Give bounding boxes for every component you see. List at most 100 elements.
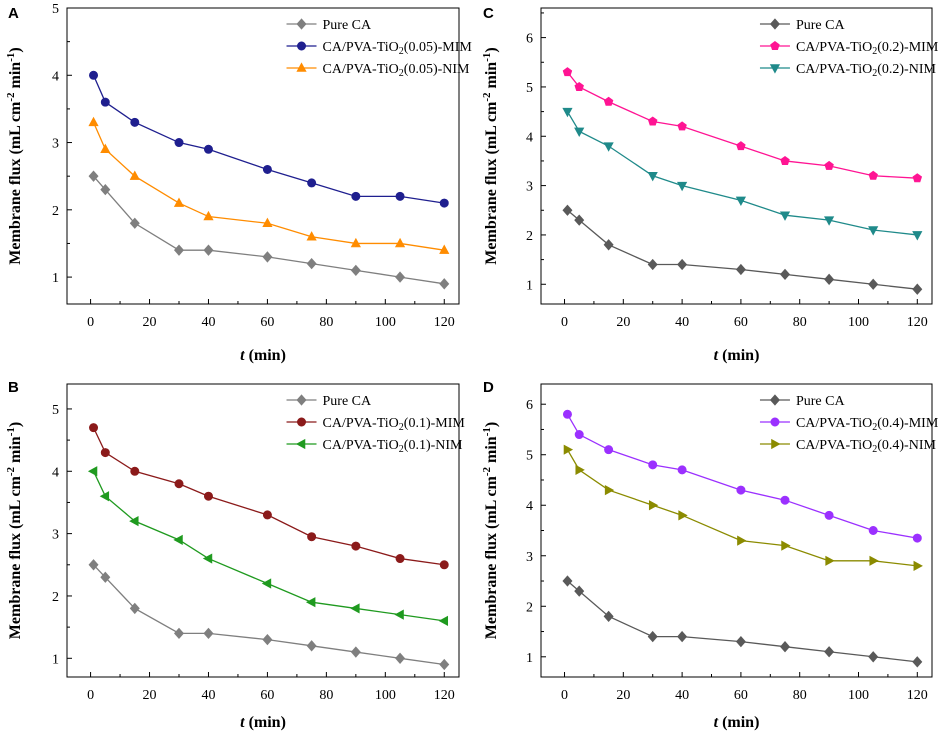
- legend-label-a: Pure CA: [323, 18, 373, 33]
- legend-label-a: CA/PVA-TiO2(0.05)-MIM: [323, 40, 473, 57]
- y-axis-title-end: ): [7, 422, 24, 427]
- data-point-b-1: [100, 448, 110, 458]
- data-point-a-2: [394, 237, 406, 248]
- x-axis-title-b: t (min): [240, 714, 286, 731]
- series-b-1: [89, 423, 449, 570]
- data-point-c-2: [868, 226, 879, 236]
- y-axis-title-sup: -1: [481, 53, 493, 62]
- data-point-b-0: [306, 640, 317, 652]
- x-tick-label-d: 20: [616, 688, 630, 703]
- panel-letter-c: C: [483, 5, 494, 22]
- data-point-d-0: [780, 641, 791, 653]
- legend-label-b: CA/PVA-TiO2(0.1)-NIM: [323, 438, 464, 455]
- y-tick-label-c: 4: [526, 130, 533, 145]
- x-tick-label-a: 80: [319, 315, 333, 330]
- legend-label-sub: 2: [872, 422, 877, 433]
- series-line-a-0: [93, 175, 445, 285]
- data-point-d-2: [913, 560, 923, 571]
- data-point-a-0: [395, 271, 406, 283]
- data-point-d-0: [824, 646, 835, 658]
- data-point-b-0: [88, 559, 99, 571]
- y-axis-title-b: Membrane flux (mL cm-2 min-1): [5, 422, 24, 639]
- data-point-c-1: [736, 141, 746, 151]
- panel-letter-b: B: [8, 379, 19, 396]
- legend-b: Pure CACA/PVA-TiO2(0.1)-MIMCA/PVA-TiO2(0…: [286, 394, 466, 455]
- data-point-a-1: [100, 97, 110, 107]
- series-line-d-1: [566, 413, 918, 539]
- plot-frame-b: [66, 383, 460, 678]
- x-axis-title-var: t: [714, 347, 719, 364]
- data-point-b-2: [394, 609, 404, 620]
- y-tick-label-d: 6: [526, 398, 533, 413]
- data-point-b-1: [395, 554, 405, 564]
- y-tick-label-b: 5: [52, 403, 59, 418]
- data-point-a-0: [203, 244, 214, 256]
- y-tick-label-d: 4: [526, 499, 533, 514]
- legend-label-end: (0.1)-NIM: [404, 438, 463, 453]
- data-point-c-0: [735, 263, 746, 276]
- legend-label-main: CA/PVA-TiO: [796, 62, 872, 77]
- data-point-a-2: [203, 210, 214, 221]
- data-point-a-2: [129, 170, 140, 180]
- data-point-a-0: [100, 183, 111, 196]
- legend-label-d: Pure CA: [796, 394, 846, 409]
- legend-label-main: Pure CA: [323, 18, 373, 33]
- y-axis-title-mid: min: [483, 62, 500, 93]
- data-point-d-1: [868, 525, 878, 535]
- data-point-c-2: [912, 231, 923, 241]
- data-point-a-0: [306, 257, 317, 270]
- series-c-1: [562, 67, 923, 183]
- x-tick-label-a: 100: [375, 315, 396, 330]
- data-point-a-2: [173, 197, 185, 207]
- data-point-b-1: [203, 491, 213, 501]
- data-point-a-0: [129, 217, 140, 229]
- legend-label-b: CA/PVA-TiO2(0.1)-MIM: [323, 416, 466, 433]
- x-axis-title-unit: (min): [245, 347, 286, 364]
- data-point-a-0: [439, 278, 450, 290]
- y-tick-label-c: 1: [526, 278, 533, 293]
- y-axis-title-main: Membrane flux (mL cm: [483, 475, 500, 639]
- data-point-b-0: [262, 633, 273, 646]
- x-tick-label-c: 20: [616, 315, 630, 330]
- y-axis-title-sup: -1: [5, 53, 17, 62]
- data-point-a-0: [88, 170, 99, 182]
- legend-marker-a: [296, 62, 307, 72]
- data-point-c-0: [677, 258, 688, 271]
- y-axis-title-main: Membrane flux (mL cm: [483, 101, 500, 265]
- data-point-c-2: [647, 171, 658, 182]
- y-tick-label-c: 6: [526, 32, 533, 47]
- legend-marker-a: [297, 41, 307, 51]
- legend-label-sub: 2: [399, 444, 404, 455]
- data-point-d-2: [678, 510, 688, 521]
- data-point-b-0: [395, 652, 406, 664]
- data-point-d-2: [604, 484, 615, 496]
- y-axis-title-mid: min: [7, 62, 24, 93]
- data-point-d-2: [563, 444, 574, 455]
- data-point-b-2: [99, 491, 110, 502]
- data-point-b-2: [261, 578, 272, 589]
- x-tick-label-a: 60: [260, 315, 274, 330]
- data-point-d-0: [574, 585, 585, 597]
- legend-label-main: Pure CA: [796, 18, 846, 33]
- data-point-b-2: [350, 603, 360, 614]
- y-tick-label-c: 2: [526, 229, 533, 244]
- legend-label-sub: 2: [872, 46, 877, 57]
- y-tick-label-c: 5: [526, 81, 533, 96]
- y-tick-label-d: 5: [526, 449, 533, 464]
- data-point-d-2: [648, 500, 659, 511]
- data-point-b-1: [174, 479, 184, 489]
- data-point-c-1: [647, 116, 658, 126]
- x-tick-label-a: 120: [434, 315, 455, 330]
- data-point-a-2: [439, 244, 450, 254]
- data-point-b-0: [203, 627, 214, 640]
- y-axis-title-sup: -2: [5, 92, 17, 102]
- data-point-b-2: [129, 516, 139, 527]
- data-point-a-1: [89, 70, 99, 80]
- data-point-a-2: [100, 143, 111, 154]
- series-a-0: [88, 170, 450, 290]
- legend-label-main: CA/PVA-TiO: [323, 438, 399, 453]
- x-tick-label-c: 40: [675, 315, 689, 330]
- data-point-d-0: [912, 656, 923, 668]
- data-point-d-1: [574, 430, 584, 440]
- y-axis-title-main: Membrane flux (mL cm: [7, 101, 24, 265]
